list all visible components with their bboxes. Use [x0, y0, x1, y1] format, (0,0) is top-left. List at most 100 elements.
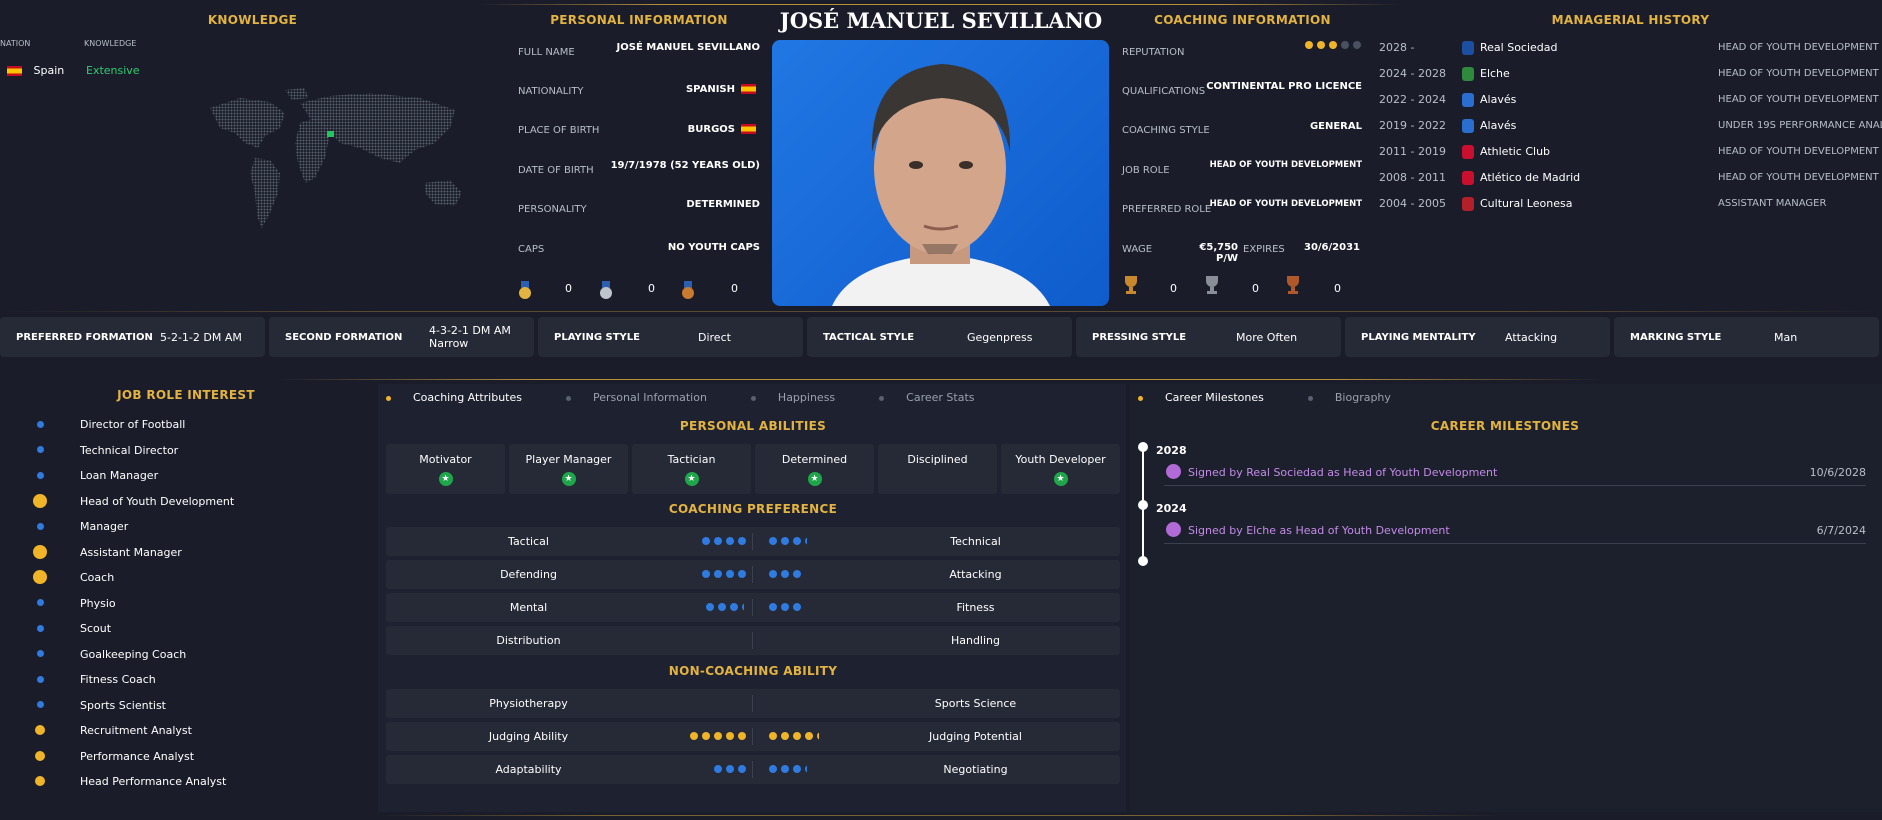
tactic-box[interactable]: MARKING STYLE Man [1614, 317, 1879, 357]
job-role-item[interactable]: Scout [0, 617, 260, 641]
rating-dot [718, 603, 726, 611]
right-rating [769, 537, 809, 545]
tab-label: Career Stats [906, 391, 975, 404]
tab-career-milestones[interactable]: Career Milestones [1138, 391, 1286, 404]
right-rating-dots [769, 570, 801, 578]
rating-dot [726, 537, 734, 545]
milestone-tabs: Career Milestones Biography [1138, 391, 1435, 404]
tactic-box[interactable]: PLAYING MENTALITY Attacking [1345, 317, 1610, 357]
history-row[interactable]: 2024 - 2028 Elche HEAD OF YOUTH DEVELOPMEN… [1379, 67, 1882, 93]
history-row[interactable]: 2019 - 2022 Alavés UNDER 19S PERFORMANCE A… [1379, 119, 1882, 145]
tactic-box[interactable]: PREFERRED FORMATION 5-2-1-2 DM AM [0, 317, 265, 357]
ability-card[interactable]: Motivator ★ [386, 444, 505, 494]
trophy-bronze-icon [1287, 276, 1299, 294]
nationality-label: NATIONALITY [518, 86, 584, 97]
tab-happiness[interactable]: Happiness [750, 391, 857, 404]
history-row[interactable]: 2028 - Real Sociedad HEAD OF YOUTH DEVELOP… [1379, 41, 1882, 67]
right-rating-dots [769, 732, 821, 740]
ability-card[interactable]: Player Manager ★ [509, 444, 628, 494]
tactic-label: PREFERRED FORMATION [16, 331, 153, 343]
job-role-item[interactable]: Assistant Manager [0, 541, 260, 565]
job-role-item[interactable]: Director of Football [0, 413, 260, 437]
milestone-year: 2028 [1156, 444, 1187, 457]
job-role-item[interactable]: Head of Youth Development [0, 490, 260, 514]
left-rating [714, 765, 746, 773]
tab-label: Happiness [777, 391, 836, 404]
tactic-value: More Often [1236, 330, 1298, 344]
preference-row[interactable]: Defending Attacking [386, 560, 1120, 589]
ability-card[interactable]: Tactician ★ [632, 444, 751, 494]
history-club: Cultural Leonesa [1480, 197, 1573, 210]
rating-dot [793, 603, 801, 611]
history-role: HEAD OF YOUTH DEVELOPMENT [1718, 42, 1879, 53]
job-role-item[interactable]: Fitness Coach [0, 668, 260, 692]
history-years: 2008 - 2011 [1379, 171, 1446, 184]
row-divider [752, 761, 753, 778]
ability-name: Determined [781, 453, 848, 466]
job-role-item[interactable]: Coach [0, 566, 260, 590]
left-rating-dots [690, 732, 746, 740]
preference-left-label: Distribution [496, 634, 561, 647]
preference-row[interactable]: Mental Fitness [386, 593, 1120, 622]
tactic-box[interactable]: TACTICAL STYLE Gegenpress [807, 317, 1072, 357]
right-rating [769, 603, 801, 611]
expires-label: EXPIRES [1243, 244, 1285, 255]
preference-left-label: Mental [509, 601, 548, 614]
preference-row[interactable]: Tactical Technical [386, 527, 1120, 556]
rating-dot [714, 570, 722, 578]
nation-row[interactable]: Spain [7, 64, 64, 77]
knowledge-column-header: KNOWLEDGE [84, 39, 137, 48]
job-role-item[interactable]: Sports Scientist [0, 694, 260, 718]
history-row[interactable]: 2011 - 2019 Athletic Club HEAD OF YOUTH DE… [1379, 145, 1882, 171]
reputation-star-empty [1341, 41, 1349, 49]
row-divider [752, 533, 753, 550]
history-row[interactable]: 2022 - 2024 Alavés HEAD OF YOUTH DEVELOPME… [1379, 93, 1882, 119]
birthplace-label: PLACE OF BIRTH [518, 125, 600, 136]
tactic-value: Direct [698, 330, 731, 344]
preference-row[interactable]: Adaptability Negotiating [386, 755, 1120, 784]
bronze-medal-ribbon [684, 281, 692, 288]
job-role-item[interactable]: Recruitment Analyst [0, 719, 260, 743]
club-crest-icon [1462, 197, 1474, 211]
tactic-box[interactable]: PRESSING STYLE More Often [1076, 317, 1341, 357]
right-rating-dots [769, 603, 801, 611]
job-role-item[interactable]: Physio [0, 592, 260, 616]
rating-dot [726, 765, 734, 773]
full-name-value: JOSÉ MANUEL SEVILLANO [616, 42, 760, 53]
gold-medal-icon [519, 287, 531, 299]
trophy-gold-count: 0 [1170, 282, 1177, 295]
interest-dot-icon [36, 471, 44, 479]
rating-dot [793, 537, 801, 545]
tab-career-stats[interactable]: Career Stats [879, 391, 996, 404]
history-row[interactable]: 2008 - 2011 Atlético de Madrid HEAD OF YOU… [1379, 171, 1882, 197]
job-role-name: Physio [80, 596, 116, 610]
job-role-item[interactable]: Technical Director [0, 439, 260, 463]
caps-label: CAPS [518, 244, 545, 255]
milestone-signing-icon [1166, 464, 1181, 479]
job-role-item[interactable]: Manager [0, 515, 260, 539]
preference-row[interactable]: Distribution Handling [386, 626, 1120, 655]
preference-row[interactable]: Physiotherapy Sports Science [386, 689, 1120, 718]
job-role-item[interactable]: Goalkeeping Coach [0, 643, 260, 667]
ability-card[interactable]: Determined ★ [755, 444, 874, 494]
job-role-item[interactable]: Loan Manager [0, 464, 260, 488]
personality-label: PERSONALITY [518, 204, 587, 215]
history-row[interactable]: 2004 - 2005 Cultural Leonesa ASSISTANT MAN… [1379, 197, 1882, 223]
job-role-name: Manager [80, 520, 129, 533]
tactic-box[interactable]: SECOND FORMATION 4-3-2-1 DM AM Narrow [269, 317, 534, 357]
job-role-item[interactable]: Performance Analyst [0, 745, 260, 769]
job-role-name: Director of Football [80, 418, 186, 431]
tab-coaching-attributes[interactable]: Coaching Attributes [386, 391, 544, 404]
ability-card[interactable]: Disciplined [878, 444, 997, 494]
milestone-entry[interactable]: Signed by Real Sociedad as Head of Youth… [1164, 464, 1866, 486]
tab-personal-information[interactable]: Personal Information [565, 391, 729, 404]
tab-biography[interactable]: Biography [1307, 391, 1413, 404]
milestone-entry[interactable]: Signed by Elche as Head of Youth Develop… [1164, 522, 1866, 544]
ability-card[interactable]: Youth Developer ★ [1001, 444, 1120, 494]
preference-row[interactable]: Judging Ability Judging Potential [386, 722, 1120, 751]
tactic-box[interactable]: PLAYING STYLE Direct [538, 317, 803, 357]
job-role-item[interactable]: Head Performance Analyst [0, 770, 260, 794]
rating-half-dot [742, 603, 746, 611]
nation-column-header: NATION [0, 39, 31, 48]
preference-left-label: Defending [500, 568, 557, 581]
